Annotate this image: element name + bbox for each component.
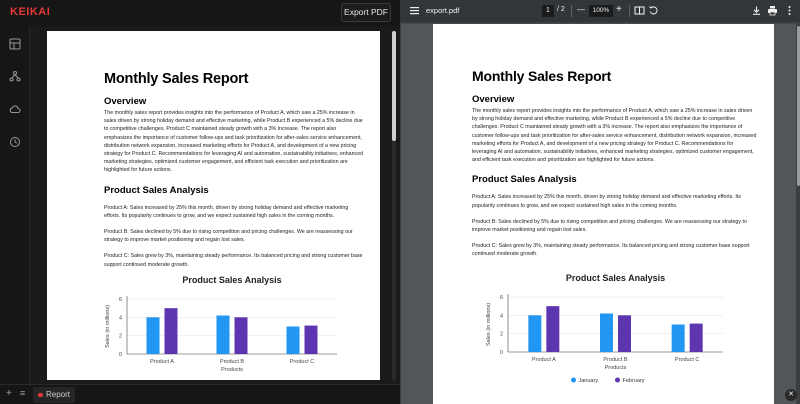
pdf-filename: export.pdf <box>426 6 460 15</box>
y-tick-label: 6 <box>500 295 503 301</box>
report-tab[interactable]: Report 1 <box>33 387 75 403</box>
document-page[interactable]: Monthly Sales Report Overview The monthl… <box>47 31 380 380</box>
x-tick-label: Product C <box>290 359 314 365</box>
toolbar-divider <box>571 5 572 17</box>
x-axis-label: Products <box>605 365 627 371</box>
pdf-overview-paragraph: The monthly sales report provides insigh… <box>472 108 757 164</box>
overview-heading: Overview <box>104 96 147 107</box>
history-icon[interactable] <box>9 136 21 148</box>
analysis-heading: Product Sales Analysis <box>104 184 209 196</box>
export-pdf-button[interactable]: Export PDF <box>341 3 391 22</box>
y-axis-label: Sales (in millions) <box>486 303 492 346</box>
bar-february-product-a <box>164 308 178 354</box>
pdf-sales-chart: Product Sales Analysis 0 2 4 6 Product A Produ… <box>486 273 723 384</box>
app-logo: KEIKAI <box>10 6 51 18</box>
bar-january-product-a <box>146 317 160 354</box>
more-options-icon[interactable] <box>784 5 795 16</box>
editor-scrollbar[interactable] <box>392 31 396 381</box>
left-sidebar <box>0 26 30 384</box>
viewer-scrollbar-thumb[interactable] <box>797 26 800 186</box>
rotate-icon[interactable] <box>648 5 659 16</box>
report-tab-label: Report 1 <box>46 390 71 399</box>
add-page-button[interactable]: + <box>6 388 12 399</box>
pdf-overview-heading: Overview <box>472 94 515 105</box>
bar-january-product-c <box>671 324 685 352</box>
pdf-product-a-paragraph: Product A: Sales increased by 25% this m… <box>472 194 741 209</box>
pdf-product-c-paragraph: Product C: Sales grew by 3%, maintaining… <box>472 243 750 258</box>
pdf-document-content: Monthly Sales Report Overview The monthl… <box>472 68 757 259</box>
layout-grid-icon[interactable] <box>9 38 21 50</box>
collapse-icon[interactable]: ✕ <box>785 389 797 401</box>
scrollbar-thumb[interactable] <box>392 31 396 141</box>
toolbar-divider <box>629 5 630 17</box>
y-tick-label: 2 <box>500 332 503 338</box>
product-b-paragraph: Product B: Sales declined by 5% due to r… <box>104 229 353 244</box>
legend-label: January <box>579 378 599 384</box>
x-tick-label: Product B <box>220 359 244 365</box>
y-tick-label: 0 <box>119 352 122 358</box>
page-list-button[interactable]: ≡ <box>20 388 26 398</box>
document-content: Monthly Sales Report Overview The monthl… <box>104 71 364 269</box>
y-axis-label: Sales (in millions) <box>105 305 111 348</box>
zoom-in-button[interactable]: + <box>616 4 622 15</box>
print-icon[interactable] <box>767 5 778 16</box>
bar-january-product-b <box>216 315 230 354</box>
bar-february-product-b <box>618 315 631 352</box>
viewer-toolbar: export.pdf 1 / 2 — 100% + <box>401 0 800 22</box>
pdf-document-title: Monthly Sales Report <box>472 68 612 84</box>
document-canvas: Monthly Sales Report Overview The monthl… <box>30 26 400 384</box>
x-tick-label: Product C <box>675 357 699 363</box>
bar-february-product-c <box>689 323 703 352</box>
y-tick-label: 0 <box>500 350 503 356</box>
zoom-out-button[interactable]: — <box>577 5 585 14</box>
download-icon[interactable] <box>751 5 762 16</box>
pdf-analysis-heading: Product Sales Analysis <box>472 174 577 186</box>
pdf-page[interactable]: Monthly Sales Report Overview The monthl… <box>433 24 774 404</box>
tab-status-dot <box>38 393 43 397</box>
editor-app: KEIKAI Export PDF Monthly Sales Report O… <box>0 0 400 404</box>
product-a-paragraph: Product A: Sales increased by 25% this m… <box>104 204 349 219</box>
bar-february-product-a <box>546 306 560 352</box>
bar-january-product-c <box>286 326 300 354</box>
fit-page-icon[interactable] <box>634 5 645 16</box>
menu-icon[interactable] <box>409 5 420 16</box>
chart-title: Product Sales Analysis <box>566 273 665 283</box>
document-title: Monthly Sales Report <box>104 71 249 87</box>
legend-marker <box>571 377 576 383</box>
x-tick-label: Product A <box>532 357 556 363</box>
x-tick-label: Product A <box>150 359 174 365</box>
x-tick-label: Product B <box>603 357 627 363</box>
legend-label: February <box>623 378 645 384</box>
bar-february-product-b <box>234 317 248 354</box>
sales-chart: Product Sales Analysis 0 2 4 6 Product A Produ… <box>105 275 337 373</box>
y-tick-label: 4 <box>119 315 122 321</box>
pdf-product-b-paragraph: Product B: Sales declined by 5% due to r… <box>472 218 747 234</box>
viewer-scrollbar[interactable] <box>796 22 800 404</box>
y-tick-label: 4 <box>500 313 503 319</box>
chart-title: Product Sales Analysis <box>182 275 281 285</box>
product-c-paragraph: Product C: Sales grew by 3%, maintaining… <box>104 253 363 268</box>
bottom-bar: + ≡ Report 1 <box>0 384 400 404</box>
hierarchy-icon[interactable] <box>9 70 21 82</box>
zoom-level-input[interactable]: 100% <box>589 5 613 17</box>
bar-january-product-b <box>600 313 613 352</box>
bar-february-product-c <box>304 325 318 354</box>
legend-marker <box>615 377 620 383</box>
x-axis-label: Products <box>221 367 243 373</box>
y-tick-label: 6 <box>119 297 122 303</box>
cloud-icon[interactable] <box>9 103 21 115</box>
y-tick-label: 2 <box>119 334 122 340</box>
top-bar: KEIKAI Export PDF <box>0 0 400 26</box>
overview-paragraph: The monthly sales report provides insigh… <box>104 110 364 174</box>
bar-january-product-a <box>528 315 542 352</box>
page-number-input[interactable]: 1 <box>542 5 554 17</box>
page-count: / 2 <box>557 6 565 13</box>
pdf-viewer: export.pdf 1 / 2 — 100% + <box>400 0 800 404</box>
